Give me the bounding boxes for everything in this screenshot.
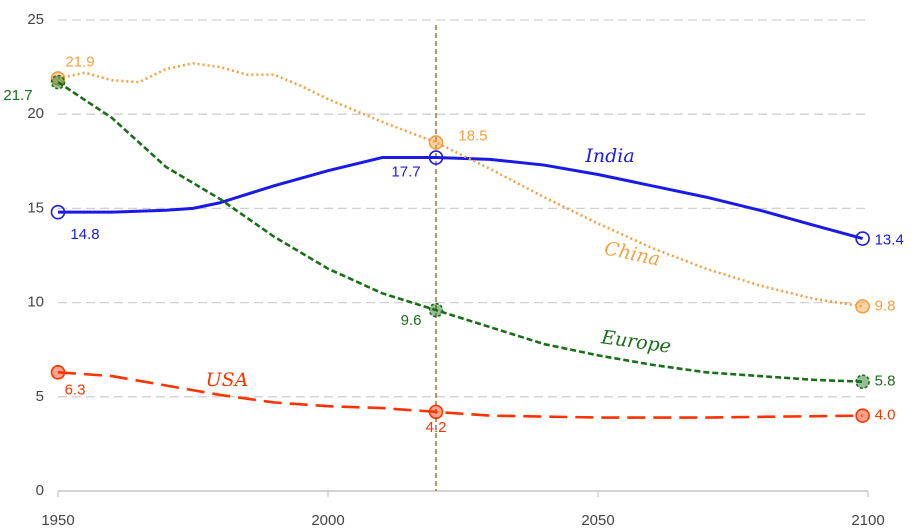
data-label: 18.5 xyxy=(458,127,487,144)
series-line xyxy=(57,371,863,419)
y-tick-label: 20 xyxy=(27,105,44,122)
x-tick-label: 2000 xyxy=(311,512,344,529)
x-tick-label: 2100 xyxy=(851,512,884,529)
data-label: 9.8 xyxy=(875,297,896,314)
point-marker xyxy=(855,374,870,390)
series-name: China xyxy=(602,237,662,270)
data-label: 13.4 xyxy=(875,232,904,249)
series-line xyxy=(58,156,863,240)
data-label: 21.7 xyxy=(3,87,32,104)
data-label: 6.3 xyxy=(65,381,86,398)
series-line xyxy=(57,81,863,384)
y-tick-label: 10 xyxy=(27,294,44,311)
data-label: 9.6 xyxy=(401,312,422,329)
point-marker xyxy=(50,365,66,380)
data-label: 4.0 xyxy=(875,407,896,424)
point-marker xyxy=(428,150,444,165)
x-tick-label: 1950 xyxy=(41,512,74,529)
y-tick-label: 5 xyxy=(36,388,44,405)
point-marker xyxy=(50,74,66,90)
data-label: 5.8 xyxy=(875,373,896,390)
y-tick-label: 15 xyxy=(27,199,44,216)
data-label: 21.9 xyxy=(65,53,94,70)
series-name: Europe xyxy=(599,326,672,358)
data-label: 4.2 xyxy=(426,419,447,436)
point-marker xyxy=(428,135,444,150)
data-label: 17.7 xyxy=(391,164,420,181)
point-marker xyxy=(855,231,870,246)
series-name: USA xyxy=(206,369,249,391)
point-marker xyxy=(50,71,66,86)
y-tick-label: 25 xyxy=(27,11,44,28)
series-line xyxy=(57,62,863,308)
data-label: 14.8 xyxy=(70,226,99,243)
point-marker xyxy=(428,404,444,420)
series-name: India xyxy=(584,145,634,167)
x-tick-label: 2050 xyxy=(581,512,614,529)
point-marker xyxy=(50,204,66,220)
point-marker xyxy=(855,408,870,423)
point-marker xyxy=(855,299,870,314)
point-marker xyxy=(428,302,444,318)
y-tick-label: 0 xyxy=(36,482,44,499)
